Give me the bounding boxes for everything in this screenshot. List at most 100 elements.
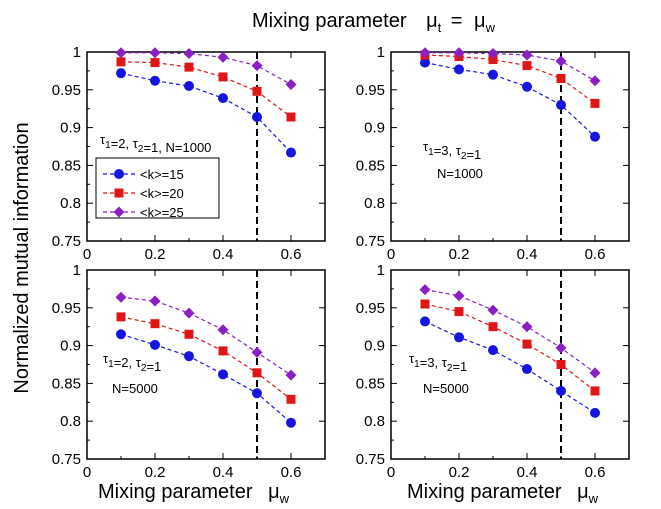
- figure-title: Mixing parameter μt = μw: [252, 10, 496, 37]
- data-point-k25: [419, 284, 431, 296]
- data-point-k25: [589, 75, 601, 87]
- x-tick-label: 0.6: [281, 464, 302, 481]
- panel-annotation: N=5000: [112, 381, 158, 396]
- data-point-k15: [420, 316, 430, 327]
- x-tick-label: 0.6: [585, 246, 606, 263]
- data-point-k15: [184, 351, 194, 362]
- data-point-k20: [184, 329, 194, 339]
- x-axis-label-left-text: Mixing parameter: [98, 481, 253, 503]
- y-tick-label: 0.95: [356, 82, 385, 99]
- x-tick-label: 0: [387, 246, 395, 263]
- data-point-k20: [454, 307, 464, 317]
- data-point-k20: [286, 394, 296, 404]
- x-axis-label-right: Mixing parameter μw: [407, 481, 599, 506]
- data-point-k25: [453, 47, 465, 59]
- y-tick-label: 1: [73, 262, 81, 279]
- x-tick-label: 0.6: [281, 246, 302, 263]
- data-point-k20: [488, 322, 498, 332]
- x-tick-label: 0.6: [585, 464, 606, 481]
- data-point-k20: [590, 98, 600, 108]
- series-line-k25: [425, 52, 596, 82]
- x-tick-label: 0: [83, 464, 91, 481]
- series-line-k25: [424, 289, 596, 374]
- data-point-k15: [420, 57, 430, 68]
- data-point-k15: [488, 69, 498, 80]
- data-point-k15: [454, 64, 464, 75]
- panel-annotation: τ1=3, τ2=1: [423, 139, 481, 162]
- x-tick-label: 0: [83, 246, 91, 263]
- data-point-k25: [149, 295, 161, 307]
- series-line-k15: [424, 61, 596, 138]
- y-tick-label: 0.9: [60, 120, 81, 137]
- data-point-k20: [218, 72, 228, 82]
- data-point-k25: [285, 79, 297, 91]
- data-point-k20: [488, 55, 498, 65]
- x-tick-label: 0: [387, 464, 395, 481]
- data-point-k25: [115, 47, 127, 59]
- x-tick-label: 0.2: [449, 246, 470, 263]
- data-point-k15: [218, 369, 228, 380]
- legend-marker: [114, 169, 124, 179]
- y-tick-label: 0.8: [60, 195, 81, 212]
- data-point-k15: [590, 407, 600, 418]
- data-point-k20: [252, 86, 262, 96]
- data-point-k15: [150, 75, 160, 86]
- data-point-k25: [487, 304, 499, 316]
- data-point-k25: [183, 307, 195, 319]
- data-point-k25: [453, 290, 465, 302]
- series-line-k20: [424, 303, 596, 392]
- y-tick-label: 0.95: [52, 300, 81, 317]
- y-tick-label: 0.8: [364, 195, 385, 212]
- data-point-k15: [184, 81, 194, 92]
- data-point-k20: [286, 112, 296, 122]
- y-tick-label: 1: [377, 44, 385, 61]
- series-line-k25: [120, 296, 292, 376]
- data-point-k25: [555, 55, 567, 67]
- data-point-k20: [522, 61, 532, 71]
- figure-title-mu-w: μ: [474, 10, 486, 32]
- data-point-k15: [286, 147, 296, 158]
- legend-box: [95, 157, 220, 219]
- x-tick-label: 0.2: [449, 464, 470, 481]
- series-line-k15: [120, 333, 292, 424]
- data-point-k15: [252, 388, 262, 399]
- data-point-k15: [522, 81, 532, 92]
- y-tick-label: 0.75: [356, 233, 385, 250]
- data-point-k20: [556, 73, 566, 83]
- legend-label: <k>=20: [140, 186, 184, 201]
- data-point-k25: [521, 321, 533, 333]
- x-tick-label: 0.2: [145, 464, 166, 481]
- y-tick-label: 1: [73, 44, 81, 61]
- x-axis-label-left-sub: w: [279, 491, 290, 506]
- data-point-k20: [420, 299, 430, 309]
- data-point-k15: [116, 68, 126, 79]
- data-point-k25: [555, 342, 567, 354]
- x-tick-label: 0.2: [145, 246, 166, 263]
- y-tick-label: 0.85: [356, 375, 385, 392]
- x-axis-label-right-mu: μ: [577, 481, 589, 503]
- data-point-k25: [115, 291, 127, 303]
- panel-top-left: 0.75 0.8 0.85 0.9 0.95 1 0 0.2 0.4 0.6 τ1=2, τ2=1,…: [52, 44, 326, 263]
- figure-title-equals: =: [451, 10, 463, 32]
- series-line-k20: [120, 316, 292, 400]
- series-line-k20: [120, 61, 292, 118]
- data-point-k15: [488, 345, 498, 356]
- data-point-k25: [183, 48, 195, 60]
- data-point-k20: [590, 386, 600, 396]
- data-point-k15: [556, 99, 566, 110]
- panel-annotation: N=1000: [437, 166, 483, 181]
- y-axis-label: Normalized mutual information: [11, 122, 33, 393]
- x-tick-label: 0.4: [517, 246, 538, 263]
- x-tick-label: 0.4: [213, 246, 234, 263]
- y-tick-label: 0.85: [52, 157, 81, 174]
- panel-top-right: 0.75 0.8 0.85 0.9 0.95 1 0 0.2 0.4 0.6 τ1=3, τ2=1 N…: [356, 44, 630, 263]
- figure-title-mu-w-sub: w: [485, 20, 496, 35]
- y-tick-label: 0.95: [52, 82, 81, 99]
- data-point-k20: [522, 339, 532, 349]
- y-tick-label: 0.85: [52, 375, 81, 392]
- data-point-k25: [149, 47, 161, 59]
- data-point-k25: [251, 346, 263, 358]
- data-point-k25: [217, 51, 229, 63]
- data-point-k25: [419, 47, 431, 59]
- data-point-k20: [218, 346, 228, 356]
